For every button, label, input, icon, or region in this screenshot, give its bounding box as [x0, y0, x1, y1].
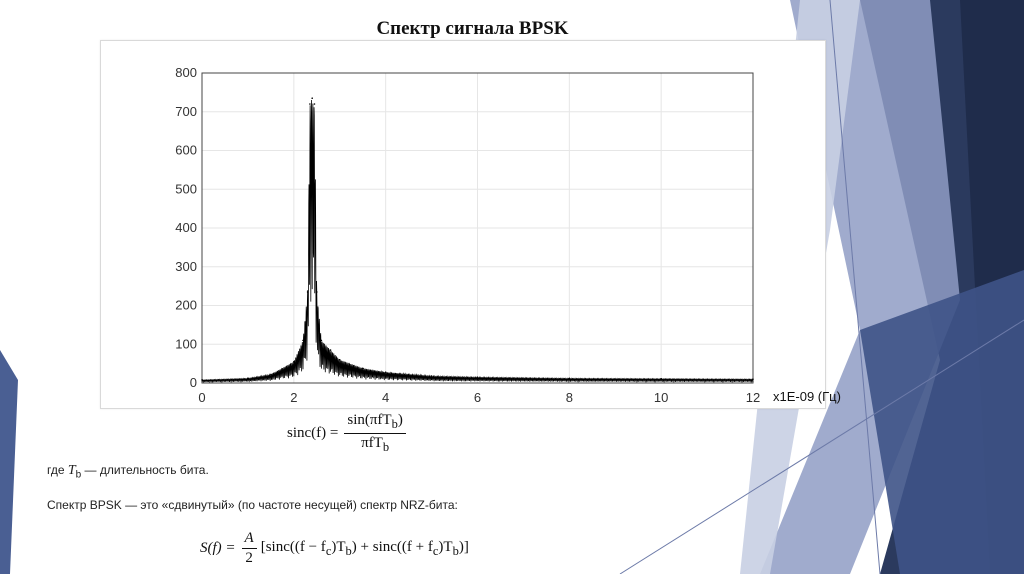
sf-sub-b2: b: [452, 543, 459, 558]
sf-rhs-1: [sinc((f − f: [260, 538, 326, 555]
spectrum-data-point: [247, 377, 249, 380]
spectrum-data-point: [313, 103, 316, 105]
sinc-den-sub: b: [382, 440, 390, 454]
spectrum-data-point: [361, 367, 364, 370]
sf-rhs-3: ) + sinc((f + f: [351, 538, 433, 555]
sinc-denominator: πfTb: [358, 434, 392, 455]
sf-fraction: A 2: [241, 530, 257, 567]
sinc-numerator: sin(πfTb): [344, 412, 406, 434]
sinc-den-text: πfT: [361, 435, 383, 451]
spectrum-data-point: [201, 379, 203, 381]
note1-var: T: [67, 463, 76, 478]
x-tick-label: 0: [198, 390, 205, 405]
spectrum-data-point: [384, 371, 387, 373]
deco-line-1: [829, 0, 881, 574]
slide-title: Спектр сигнала BPSK: [376, 18, 569, 39]
x-tick-label: 8: [566, 390, 573, 405]
x-axis-unit-label: x1E-09 (Гц): [773, 389, 841, 404]
sf-numerator: A: [241, 530, 257, 549]
note1-suffix: — длительность бита.: [81, 463, 209, 477]
spectrum-data-point: [315, 291, 318, 293]
sinc-formula: sinc(f) = sin(πfTb) πfTb: [287, 412, 406, 455]
y-tick-label: 400: [175, 220, 197, 235]
y-tick-label: 200: [175, 298, 197, 313]
spectrum-data-point: [329, 349, 332, 351]
sf-rhs-2: )T: [331, 538, 346, 555]
spectrum-formula: S(f) = A 2 [sinc((f − fc)Tb) + sinc((f +…: [200, 530, 469, 567]
y-tick-label: 100: [175, 336, 197, 351]
spectrum-chart: 0 2 4 6 8 10 12 0 100 200 300 400 500 600 700 800: [175, 65, 760, 405]
x-tick-label: 6: [474, 390, 481, 405]
sf-rhs-5: )]: [458, 538, 469, 555]
y-tick-label: 500: [175, 181, 197, 196]
y-tick-label: 700: [175, 104, 197, 119]
spectrum-data-point: [338, 358, 341, 361]
note-bpsk-spectrum: Спектр BPSK — это «сдвинутый» (по частот…: [47, 498, 458, 512]
spectrum-data-point: [306, 291, 309, 293]
sf-sub-b1: b: [345, 543, 352, 558]
y-tick-label: 300: [175, 259, 197, 274]
spectrum-data-point: [430, 375, 433, 377]
spectrum-data-point: [309, 103, 311, 105]
note1-sub: b: [75, 469, 82, 481]
plot-frame: [201, 72, 754, 384]
spectrum-data-point: [320, 339, 323, 342]
sf-rhs: [sinc((f − fc)Tb) + sinc((f + fc)Tb)]: [261, 539, 469, 559]
spectrum-data-point: [660, 377, 662, 380]
sf-sub-c1: c: [325, 543, 332, 558]
sf-denominator: 2: [245, 550, 253, 566]
chart-panel: 0 2 4 6 8 10 12 0 100 200 300 400 500 600 700 800: [100, 40, 826, 409]
note-bit-duration: где Tb — длительность бита.: [47, 463, 209, 480]
spectrum-data-point: [270, 373, 272, 376]
sinc-num-sub: b: [391, 417, 398, 431]
sf-sub-c2: c: [432, 543, 439, 558]
y-tick-label: 600: [175, 143, 197, 158]
x-tick-label: 4: [382, 390, 389, 405]
spectrum-data-point: [752, 378, 754, 380]
sinc-lhs: sinc(f) =: [287, 425, 339, 441]
deco-left-panel: [0, 350, 18, 574]
x-tick-label: 10: [654, 390, 668, 405]
spectrum-data-point: [568, 377, 571, 380]
y-tick-label: 0: [190, 375, 197, 390]
y-tick-label: 800: [175, 65, 197, 80]
sinc-num-text: sin(πfT: [347, 412, 392, 428]
sf-lhs: S(f) =: [200, 540, 236, 556]
sf-rhs-4: )T: [438, 538, 453, 555]
x-tick-label: 12: [746, 390, 760, 405]
spectrum-data-point: [293, 360, 295, 363]
spectrum-data-point: [302, 339, 304, 342]
spectrum-series-line: [201, 100, 754, 384]
note1-prefix: где: [47, 463, 68, 477]
x-tick-label: 2: [290, 390, 297, 405]
deco-light-panel: [760, 0, 960, 574]
spectrum-data-point: [476, 376, 479, 378]
deco-line-2: [619, 319, 1024, 574]
spectrum-data-point: [311, 97, 313, 99]
sinc-num-end: ): [397, 412, 403, 428]
sinc-fraction: sin(πfTb) πfTb: [344, 412, 406, 455]
